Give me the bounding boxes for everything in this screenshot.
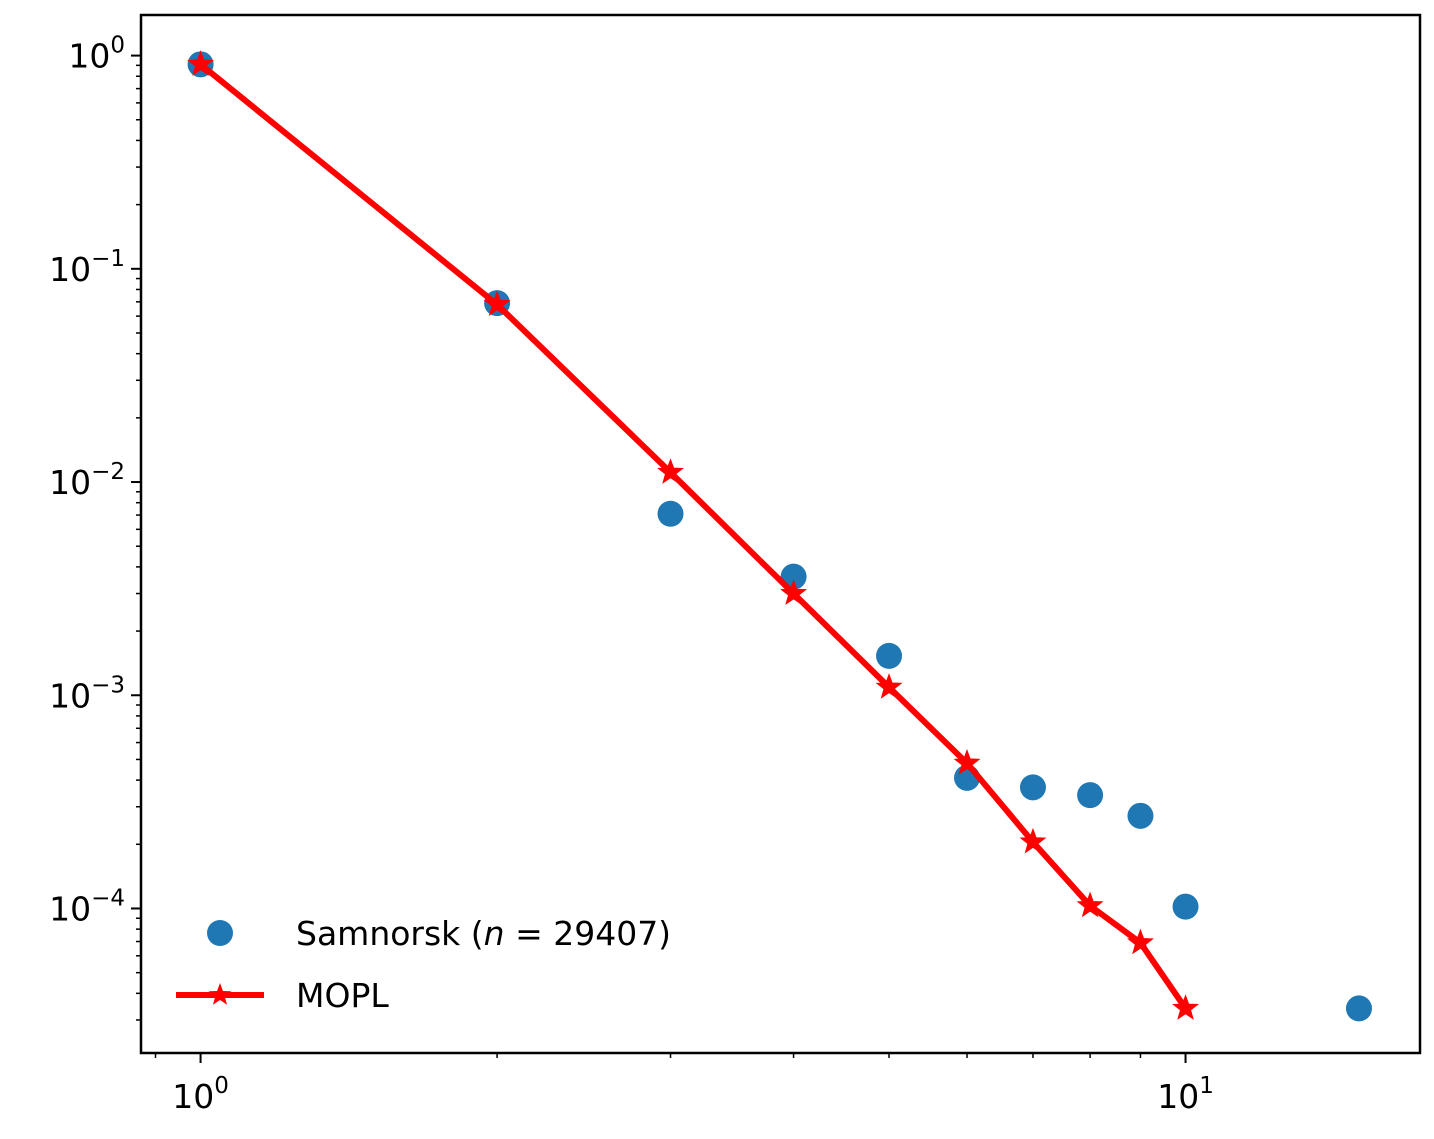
legend: Samnorsk (n = 29407) MOPL bbox=[176, 914, 671, 1015]
data-point bbox=[1172, 893, 1199, 920]
x-tick-label: 101 bbox=[1157, 1073, 1214, 1116]
data-point bbox=[1345, 995, 1372, 1022]
major-ticks: 100 101 100 10−1 10−2 10−3 10−4 bbox=[49, 33, 1214, 1116]
legend-marker bbox=[207, 920, 233, 946]
data-point bbox=[1019, 774, 1046, 801]
legend-item: MOPL bbox=[176, 976, 389, 1015]
series-line bbox=[198, 61, 1189, 1011]
data-point bbox=[657, 500, 684, 527]
y-tick-label: 10−2 bbox=[49, 459, 125, 502]
legend-item: Samnorsk (n = 29407) bbox=[207, 914, 671, 953]
plot-frame bbox=[139, 13, 1422, 1055]
y-tick-label: 10−3 bbox=[49, 672, 125, 715]
data-point bbox=[187, 50, 215, 76]
data-point bbox=[1076, 891, 1104, 918]
data-point bbox=[1077, 782, 1104, 809]
data-point bbox=[1126, 928, 1154, 955]
y-tick-label: 10−1 bbox=[49, 246, 125, 289]
data-point bbox=[657, 458, 684, 484]
legend-label: MOPL bbox=[296, 976, 389, 1015]
data-point bbox=[1127, 802, 1154, 829]
series-layer bbox=[187, 50, 1372, 1022]
y-tick-label: 10−4 bbox=[49, 885, 125, 928]
x-tick-label: 100 bbox=[172, 1073, 229, 1116]
data-point bbox=[483, 290, 511, 316]
legend-marker bbox=[208, 983, 232, 1005]
data-point bbox=[1172, 994, 1200, 1020]
y-tick-label: 100 bbox=[68, 33, 125, 76]
data-point bbox=[876, 642, 903, 669]
data-point bbox=[1019, 827, 1047, 854]
legend-label: Samnorsk (n = 29407) bbox=[296, 914, 671, 953]
data-point bbox=[953, 749, 981, 775]
data-point bbox=[780, 579, 808, 605]
data-point bbox=[875, 673, 903, 699]
series-mopl bbox=[187, 50, 1200, 1020]
